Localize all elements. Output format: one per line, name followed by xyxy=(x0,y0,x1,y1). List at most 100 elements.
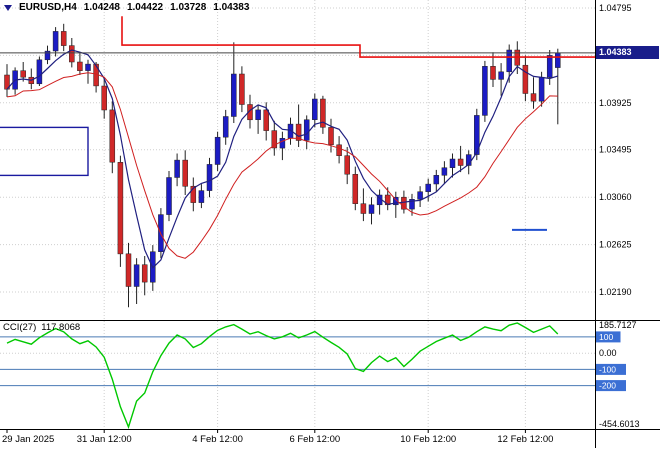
time-axis-label: 29 Jan 2025 xyxy=(2,434,54,445)
bull-candle xyxy=(222,116,229,138)
price-axis-label: 1.03060 xyxy=(599,192,632,202)
bear-candle xyxy=(530,93,537,102)
indicator-name: CCI(27) xyxy=(3,322,37,333)
low-value: 1.03728 xyxy=(170,2,207,13)
indicator-value: 117.8068 xyxy=(41,322,81,333)
bear-candle xyxy=(457,158,464,166)
bull-candle xyxy=(279,138,286,149)
time-axis-label: 10 Feb 12:00 xyxy=(400,434,456,445)
bear-candle xyxy=(401,196,407,210)
bear-candle xyxy=(263,109,269,131)
bear-candle xyxy=(190,185,197,203)
bear-candle xyxy=(109,109,116,163)
bear-candle xyxy=(320,98,326,128)
bear-candle xyxy=(490,66,496,80)
bull-candle xyxy=(506,49,512,73)
bear-candle xyxy=(247,104,253,121)
cci-scale-min-label: -454.6013 xyxy=(599,419,640,429)
cci-line xyxy=(6,322,559,430)
bull-candle xyxy=(214,136,221,165)
bull-candle xyxy=(393,196,399,206)
cci-level-label: 0.00 xyxy=(599,348,617,358)
bear-candle xyxy=(271,130,278,149)
chart-marker-icon xyxy=(4,4,12,11)
bull-candle xyxy=(538,76,545,102)
bull-candle xyxy=(52,31,59,52)
bull-candle xyxy=(555,52,561,68)
price-axis-label: 1.04795 xyxy=(599,3,632,13)
bear-candle xyxy=(60,31,67,46)
bear-candle xyxy=(69,45,75,63)
bull-candle xyxy=(166,177,172,215)
price-axis-label: 1.02190 xyxy=(599,287,632,297)
cci-scale-max-label: 185.7127 xyxy=(599,320,637,330)
bull-candle xyxy=(546,55,553,78)
bear-candle xyxy=(336,144,342,156)
trailing-stop-line[interactable] xyxy=(121,16,595,58)
ohlc-header: EURUSD,H4 1.04248 1.04422 1.03728 1.0438… xyxy=(4,2,249,13)
bear-candle xyxy=(360,203,367,214)
bull-candle xyxy=(433,175,440,185)
horizontal-gridlines xyxy=(0,7,595,293)
time-axis-label: 6 Feb 12:00 xyxy=(289,434,340,445)
bull-candle xyxy=(409,199,415,210)
bull-candle xyxy=(474,115,480,155)
bull-candle xyxy=(255,109,261,120)
bull-candle xyxy=(85,63,91,71)
bull-candle xyxy=(425,183,431,192)
bear-candle xyxy=(352,174,359,204)
time-axis-label: 12 Feb 12:00 xyxy=(497,434,553,445)
symbol-timeframe-label: EURUSD,H4 xyxy=(19,2,77,13)
bear-candle xyxy=(182,159,188,187)
bull-candle xyxy=(417,191,423,200)
bear-candle xyxy=(125,253,132,287)
bear-candle xyxy=(77,61,83,71)
bear-candle xyxy=(522,64,529,94)
bear-candle xyxy=(141,264,148,283)
rectangle-object[interactable] xyxy=(0,126,89,177)
bear-candle xyxy=(295,123,302,141)
bull-candle xyxy=(482,66,488,116)
high-value: 1.04422 xyxy=(126,2,164,13)
cci-level-badge-text: -200 xyxy=(599,381,616,391)
open-value: 1.04248 xyxy=(83,2,120,13)
cci-level-badge xyxy=(596,331,621,343)
bull-candle xyxy=(303,119,310,141)
bear-candle xyxy=(239,73,245,105)
bear-candle xyxy=(101,85,107,111)
cci-level-badge-text: -100 xyxy=(599,364,616,374)
close-value: 1.04383 xyxy=(213,2,250,13)
bull-candle xyxy=(498,71,504,80)
bull-candle xyxy=(231,73,237,117)
bull-candle xyxy=(206,164,213,191)
ma-slow-line xyxy=(6,72,558,259)
time-axis-label: 31 Jan 12:00 xyxy=(77,434,132,445)
time-axis-label: 4 Feb 12:00 xyxy=(192,434,243,445)
bull-candle xyxy=(133,264,140,287)
ma-fast-line xyxy=(6,49,558,269)
bull-candle xyxy=(312,98,318,120)
bear-candle xyxy=(117,162,124,255)
current-price-badge: 1.04383 xyxy=(596,46,659,60)
bull-candle xyxy=(198,190,205,203)
bull-candle xyxy=(368,204,375,214)
cci-level-badge xyxy=(596,380,626,392)
bear-candle xyxy=(328,127,334,146)
cci-level-badge xyxy=(596,363,626,375)
bull-candle xyxy=(36,59,43,85)
indicator-label: CCI(27) 117.8068 xyxy=(3,322,80,333)
bull-candle xyxy=(449,158,456,168)
bull-candle xyxy=(44,50,51,61)
price-axis-label: 1.03925 xyxy=(599,98,632,108)
bear-candle xyxy=(20,70,26,78)
bull-candle xyxy=(174,159,180,178)
bear-candle xyxy=(344,155,350,175)
candles-group xyxy=(4,23,561,308)
cci-level-badge-text: 100 xyxy=(599,332,613,342)
price-axis-label: 1.02625 xyxy=(599,240,632,250)
price-axis-label: 1.03495 xyxy=(599,145,632,155)
bull-candle xyxy=(441,167,448,176)
